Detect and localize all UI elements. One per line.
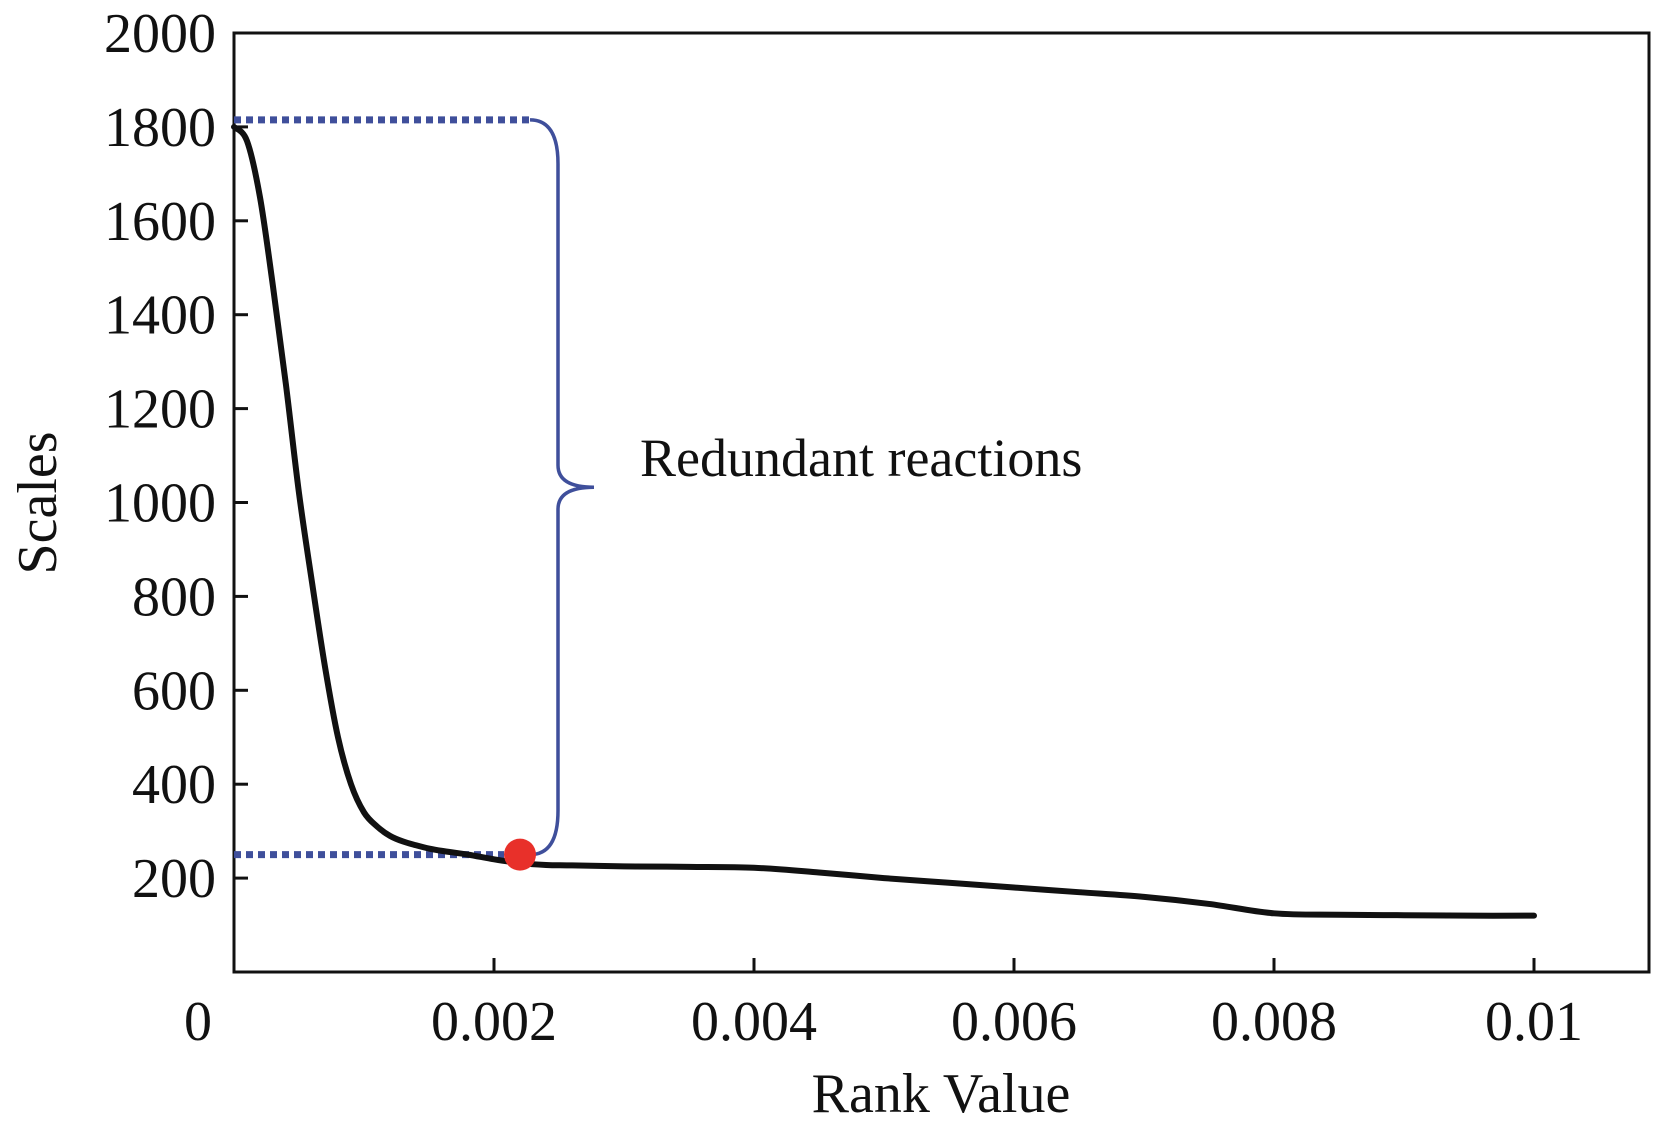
x-tick-label: 0.01 (1485, 991, 1583, 1053)
series-layer (231, 123, 1537, 919)
x-tick-label: 0.008 (1211, 991, 1337, 1053)
reference-lines (234, 116, 530, 859)
x-axis-title: Rank Value (812, 1063, 1071, 1124)
plot-frame (232, 31, 1651, 974)
x-tick-label: 0 (184, 991, 212, 1053)
y-tick-label: 1200 (104, 379, 216, 441)
y-tick-label: 200 (132, 848, 216, 910)
highlight-point (504, 838, 536, 871)
y-tick-label: 1600 (104, 191, 216, 253)
y-tick-label: 2000 (104, 3, 216, 65)
y-axis-ticks: 200 400 600 800 1000 1200 1400 1600 1800 2000 (104, 3, 248, 910)
y-tick-label: 600 (132, 660, 216, 722)
highlight-layer (504, 838, 536, 871)
x-axis-ticks: 0 0.002 0.004 0.006 0.008 0.01 (184, 958, 1583, 1053)
y-tick-label: 1800 (104, 97, 216, 159)
annotation-layer: Redundant reactions (529, 118, 1082, 857)
y-tick-label: 400 (132, 754, 216, 816)
series-line (231, 123, 1537, 919)
annotation-label: Redundant reactions (640, 428, 1082, 488)
y-tick-label: 800 (132, 566, 216, 628)
brace (529, 118, 595, 857)
x-tick-label: 0.004 (691, 991, 817, 1053)
x-tick-label: 0.006 (951, 991, 1077, 1053)
y-tick-label: 1000 (104, 473, 216, 535)
y-axis-title: Scales (7, 431, 69, 574)
x-tick-label: 0.002 (431, 991, 557, 1053)
y-tick-label: 1400 (104, 285, 216, 347)
